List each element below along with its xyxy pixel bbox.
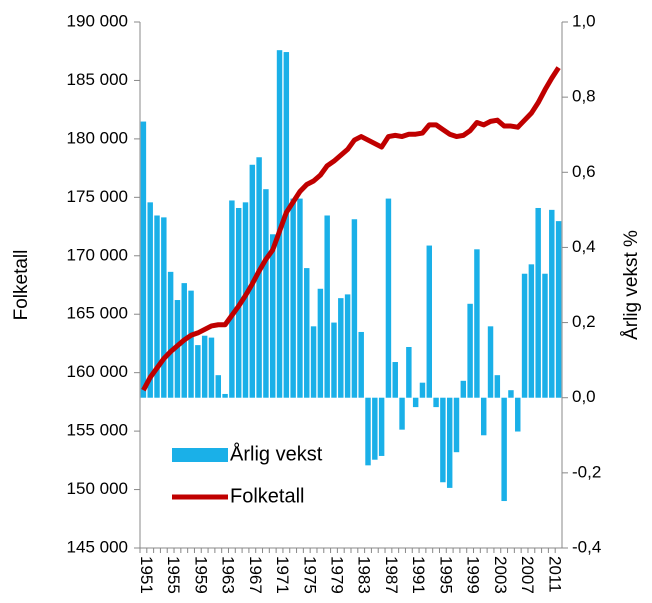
bar — [515, 397, 521, 432]
legend-label: Folketall — [230, 485, 304, 507]
bar — [467, 303, 473, 398]
bar — [201, 335, 208, 398]
bar — [229, 200, 235, 398]
bar — [412, 397, 419, 408]
bar — [474, 249, 480, 398]
y2-tick-label: 0,0 — [572, 387, 596, 406]
x-tick-label: 1987 — [382, 556, 401, 594]
bar — [331, 322, 337, 398]
bar — [161, 217, 167, 398]
bar — [528, 264, 535, 398]
bar — [385, 198, 392, 398]
bar — [317, 288, 324, 398]
bar — [453, 397, 460, 453]
y-tick-label: 180 000 — [67, 128, 128, 147]
y-tick-label: 155 000 — [67, 421, 128, 440]
x-tick-label: 1995 — [436, 556, 455, 594]
y-tick-label: 165 000 — [67, 304, 128, 323]
bar — [460, 380, 467, 398]
y2-tick-label: -0,4 — [572, 537, 601, 556]
bar — [481, 397, 487, 436]
x-tick-label: 1999 — [464, 556, 483, 594]
legend-swatch — [172, 448, 228, 462]
line — [141, 66, 561, 392]
bar — [188, 290, 194, 398]
bar — [419, 382, 426, 398]
bar — [297, 198, 303, 398]
bar — [494, 375, 501, 398]
x-tick-label: 1971 — [273, 556, 292, 594]
bar — [263, 189, 269, 398]
bar — [310, 326, 317, 398]
legend-label: Årlig vekst — [230, 442, 323, 465]
bar — [446, 397, 453, 488]
y-tick-label: 150 000 — [67, 479, 128, 498]
bar — [440, 397, 446, 483]
bar — [147, 202, 153, 398]
bar — [195, 345, 201, 398]
bar — [555, 221, 562, 398]
y2-axis-title: Årlig vekst % — [621, 230, 642, 340]
bar — [154, 215, 160, 398]
y-tick-label: 190 000 — [67, 11, 128, 30]
y-tick-label: 145 000 — [67, 537, 128, 556]
bar — [426, 245, 432, 398]
bar — [549, 209, 555, 398]
bar — [290, 198, 296, 398]
x-tick-label: 1975 — [300, 556, 319, 594]
y-tick-label: 170 000 — [67, 245, 128, 264]
bar — [344, 294, 351, 398]
x-tick-label: 1983 — [355, 556, 374, 594]
bar — [222, 393, 228, 398]
bar — [487, 326, 494, 398]
bar — [304, 268, 310, 398]
y2-tick-label: 1,0 — [572, 11, 596, 30]
y-axis-title: Folketall — [11, 250, 32, 321]
y2-tick-label: -0,2 — [572, 462, 601, 481]
bar — [378, 397, 385, 456]
x-tick-label: 1963 — [219, 556, 238, 594]
x-tick-label: 2007 — [518, 556, 537, 594]
x-tick-label: 1967 — [246, 556, 265, 594]
bar — [270, 234, 276, 398]
bar — [521, 273, 528, 398]
bar — [358, 331, 364, 398]
bar — [256, 157, 262, 398]
bar — [392, 362, 398, 398]
y2-tick-label: 0,6 — [572, 162, 596, 181]
bar — [338, 298, 344, 398]
x-tick-label: 1991 — [409, 556, 428, 594]
x-tick-label: 2011 — [545, 556, 564, 593]
bar — [208, 337, 215, 398]
bar — [406, 346, 412, 398]
bar — [140, 121, 147, 398]
bar — [167, 271, 174, 398]
y2-tick-label: 0,2 — [572, 312, 596, 331]
bar — [508, 390, 514, 398]
x-tick-label: 1955 — [164, 556, 183, 594]
bar — [535, 207, 541, 398]
bar — [399, 397, 405, 430]
y2-tick-label: 0,4 — [572, 237, 596, 256]
y-tick-label: 160 000 — [67, 362, 128, 381]
x-tick-label: 1959 — [191, 556, 210, 594]
bar — [501, 397, 507, 502]
x-tick-label: 1951 — [137, 556, 156, 594]
bar — [215, 375, 221, 398]
bar — [324, 215, 330, 398]
x-tick-label: 2003 — [491, 556, 510, 594]
y-tick-label: 185 000 — [67, 70, 128, 89]
bar — [372, 397, 378, 460]
bar — [351, 219, 358, 398]
bar — [283, 52, 290, 398]
bar — [542, 273, 548, 398]
bar — [433, 397, 439, 408]
bar — [365, 397, 371, 466]
x-tick-label: 1979 — [327, 556, 346, 594]
y2-tick-label: 0,8 — [572, 87, 596, 106]
y-tick-label: 175 000 — [67, 187, 128, 206]
